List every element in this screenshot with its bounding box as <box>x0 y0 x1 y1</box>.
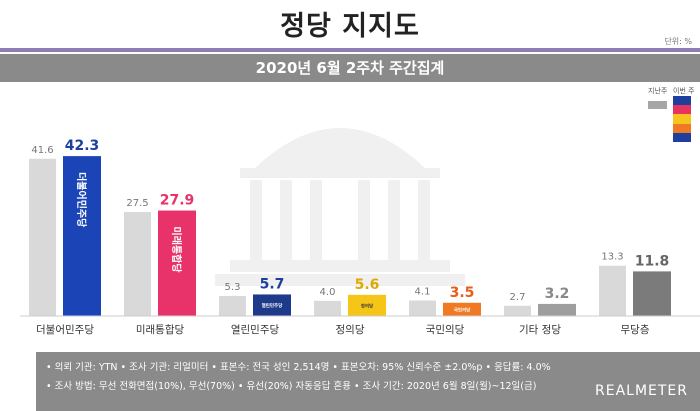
bar-prev-3 <box>314 300 341 316</box>
legend-curr-swatch-2 <box>673 114 691 124</box>
value-label-curr-1: 27.9 <box>160 193 195 209</box>
subtitle-text: 2020년 6월 2주차 주간집계 <box>255 59 445 77</box>
bar-curr-5 <box>538 303 576 316</box>
page-title: 정당 지지도 <box>280 11 420 42</box>
brand-logo: REALMETER <box>595 383 688 399</box>
title-divider <box>0 48 700 52</box>
bar-curr-6 <box>633 271 671 316</box>
category-label-5: 기타 정당 <box>519 324 561 336</box>
bar-curr-1 <box>158 210 196 316</box>
bar-prev-2 <box>219 295 246 316</box>
category-label-6: 무당층 <box>621 324 650 336</box>
legend-curr-swatch-4 <box>673 132 691 142</box>
value-label-prev-5: 2.7 <box>510 292 526 303</box>
bar-curr-0 <box>63 156 101 316</box>
value-label-prev-2: 5.3 <box>225 282 241 293</box>
value-label-prev-0: 41.6 <box>31 145 53 156</box>
bar-curr-3 <box>348 294 386 316</box>
bar-curr-2 <box>253 294 291 316</box>
footer-panel: • 의뢰 기관: YTN • 조사 기관: 리얼미터 • 표본수: 전국 성인 … <box>36 352 700 411</box>
value-label-prev-1: 27.5 <box>126 198 148 209</box>
category-label-2: 열린민주당 <box>231 324 280 336</box>
legend-prev-label: 지난주 <box>648 87 668 95</box>
bar-logo-1: 미래통합당 <box>170 227 183 274</box>
bar-logo-2: 열린민주당 <box>262 302 284 309</box>
unit-label: 단위: % <box>664 37 692 46</box>
category-label-4: 국민의당 <box>426 324 465 336</box>
bar-prev-6 <box>599 265 626 316</box>
value-label-prev-3: 4.0 <box>320 287 336 298</box>
footer-line-1: • 의뢰 기관: YTN • 조사 기관: 리얼미터 • 표본수: 전국 성인 … <box>46 362 551 373</box>
value-label-curr-5: 3.2 <box>545 286 570 302</box>
footer-line-2: • 조사 방법: 무선 전화면접(10%), 무선(70%) • 유선(20%)… <box>46 381 537 392</box>
value-label-curr-6: 11.8 <box>635 253 670 269</box>
value-label-curr-2: 5.7 <box>260 276 285 292</box>
legend-prev-swatch <box>648 101 667 109</box>
bar-prev-1 <box>124 212 151 316</box>
value-label-prev-4: 4.1 <box>415 287 431 298</box>
bar-prev-4 <box>409 300 436 316</box>
legend-curr-swatch-0 <box>673 96 691 106</box>
category-label-3: 정의당 <box>336 324 365 336</box>
subtitle-bar: 2020년 6월 2주차 주간집계 <box>0 54 700 82</box>
legend-curr-swatch-3 <box>673 123 691 133</box>
category-label-0: 더불어민주당 <box>36 324 94 336</box>
legend-curr-swatch-1 <box>673 105 691 115</box>
legend: 지난주 이번 주 <box>646 86 696 146</box>
value-label-curr-3: 5.6 <box>355 277 380 293</box>
legend-curr-swatch <box>673 96 691 142</box>
bar-logo-0: 더불어민주당 <box>75 172 88 228</box>
assembly-watermark <box>215 128 465 286</box>
legend-curr-label: 이번 주 <box>673 87 695 95</box>
value-label-prev-6: 13.3 <box>601 252 623 263</box>
bar-logo-3: 정의당 <box>361 302 374 309</box>
value-label-curr-0: 42.3 <box>65 138 100 154</box>
bar-curr-4 <box>443 302 481 316</box>
value-label-curr-4: 3.5 <box>450 285 475 301</box>
category-label-1: 미래통합당 <box>136 324 185 336</box>
bar-prev-5 <box>504 305 531 316</box>
bar-logo-4: 국민의당 <box>454 306 471 313</box>
bar-prev-0 <box>29 158 56 316</box>
